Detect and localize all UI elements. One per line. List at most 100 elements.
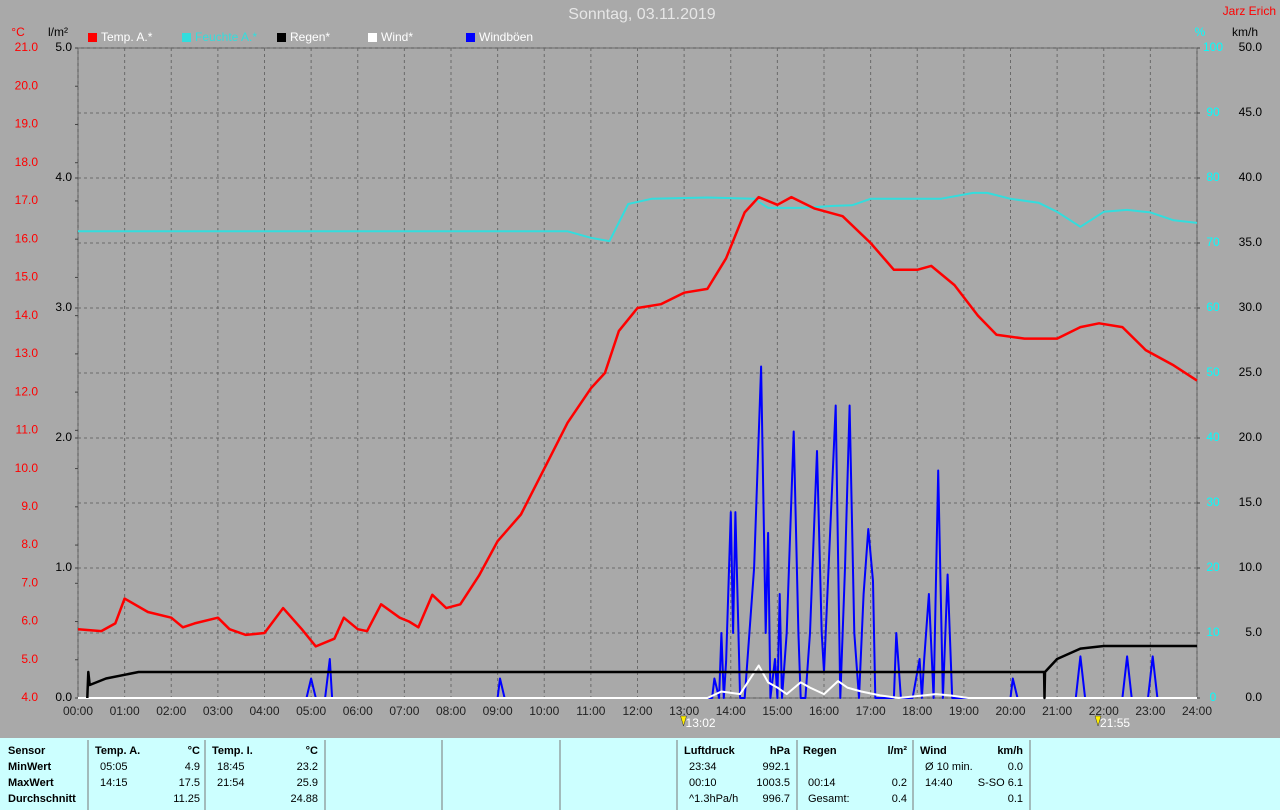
y-tick-label: 10.0 — [1239, 560, 1263, 574]
x-tick-label: 06:00 — [343, 704, 373, 718]
table-cell: 14:15 — [100, 777, 128, 789]
y-tick-label: 4.0 — [55, 170, 72, 184]
annotation: 21:55 — [1100, 716, 1130, 730]
x-tick-label: 01:00 — [110, 704, 140, 718]
row-label: MaxWert — [8, 777, 54, 789]
column-unit: l/m² — [887, 745, 907, 757]
x-tick-label: 09:00 — [483, 704, 513, 718]
y-tick-label: 50 — [1206, 365, 1220, 379]
y-tick-label: 20 — [1206, 560, 1220, 574]
y-tick-label: 18.0 — [15, 155, 39, 169]
y-tick-label: 9.0 — [21, 499, 38, 513]
x-tick-label: 15:00 — [762, 704, 792, 718]
x-tick-label: 21:00 — [1042, 704, 1072, 718]
y-tick-label: 11.0 — [16, 423, 39, 437]
row-label: Durchschnitt — [8, 793, 76, 805]
y-tick-label: 13.0 — [15, 346, 39, 360]
x-tick-label: 08:00 — [436, 704, 466, 718]
y-tick-label: 17.0 — [15, 193, 39, 207]
x-tick-label: 24:00 — [1182, 704, 1212, 718]
table-cell: 24.88 — [290, 793, 318, 805]
y-tick-label: 1.0 — [55, 560, 72, 574]
table-cell: 18:45 — [217, 761, 245, 773]
x-tick-label: 14:00 — [716, 704, 746, 718]
y-tick-label: 30 — [1206, 495, 1220, 509]
sun-marker — [680, 715, 687, 727]
x-tick-label: 13:00 — [669, 704, 699, 718]
table-cell: 00:10 — [689, 777, 717, 789]
y-tick-label: 100 — [1203, 40, 1223, 54]
y-tick-label: 0.0 — [1245, 690, 1262, 704]
table-cell: Gesamt: — [808, 793, 850, 805]
legend-label: Feuchte A.* — [195, 30, 257, 44]
y-tick-label: 2.0 — [55, 430, 72, 444]
y-tick-label: 8.0 — [21, 537, 38, 551]
x-tick-label: 00:00 — [63, 704, 93, 718]
series-line — [78, 191, 1198, 243]
table-cell: 25.9 — [297, 777, 318, 789]
table-cell: 05:05 — [100, 761, 128, 773]
table-cell: 1003.5 — [756, 777, 790, 789]
table-cell: ^1.3hPa/h — [689, 793, 738, 805]
x-tick-label: 11:00 — [576, 704, 605, 718]
legend-label: Wind* — [381, 30, 413, 44]
table-cell: 21:54 — [217, 777, 245, 789]
legend-swatch — [88, 33, 97, 42]
y-tick-label: 25.0 — [1239, 365, 1263, 379]
x-tick-label: 12:00 — [622, 704, 652, 718]
table-cell: Ø 10 min. — [925, 761, 973, 773]
legend-label: Regen* — [290, 30, 330, 44]
table-cell: S-SO 6.1 — [978, 777, 1023, 789]
y-tick-label: 12.0 — [15, 384, 39, 398]
y-tick-label: 35.0 — [1239, 235, 1263, 249]
axis-unit: km/h — [1232, 25, 1258, 39]
x-tick-label: 04:00 — [249, 704, 279, 718]
y-tick-label: 40.0 — [1239, 170, 1263, 184]
x-tick-label: 16:00 — [809, 704, 839, 718]
y-tick-label: 70 — [1206, 235, 1220, 249]
y-tick-label: 60 — [1206, 300, 1220, 314]
legend-swatch — [182, 33, 191, 42]
y-tick-label: 15.0 — [15, 270, 39, 284]
legend-label: Windböen — [479, 30, 533, 44]
legend-swatch — [368, 33, 377, 42]
y-tick-label: 30.0 — [1239, 300, 1263, 314]
x-tick-label: 17:00 — [856, 704, 886, 718]
column-header: Regen — [803, 745, 837, 757]
column-header: Luftdruck — [684, 745, 736, 757]
column-unit: °C — [188, 745, 200, 757]
table-cell: 23:34 — [689, 761, 717, 773]
column-header: Wind — [920, 745, 947, 757]
y-tick-label: 14.0 — [15, 308, 39, 322]
column-unit: km/h — [997, 745, 1023, 757]
row-label: Sensor — [8, 745, 46, 757]
x-tick-label: 20:00 — [995, 704, 1025, 718]
y-tick-label: 0 — [1210, 690, 1217, 704]
y-tick-label: 20.0 — [1239, 430, 1263, 444]
annotation: 13:02 — [686, 716, 716, 730]
x-tick-label: 10:00 — [529, 704, 559, 718]
series-line — [86, 644, 1197, 700]
y-tick-label: 50.0 — [1239, 40, 1263, 54]
legend-swatch — [277, 33, 286, 42]
axis-unit: % — [1195, 25, 1206, 39]
column-header: Temp. I. — [212, 745, 253, 757]
table-cell: 0.0 — [1008, 761, 1023, 773]
y-tick-label: 40 — [1206, 430, 1220, 444]
y-tick-label: 3.0 — [55, 300, 72, 314]
y-tick-label: 7.0 — [21, 575, 38, 589]
table-cell: 14:40 — [925, 777, 953, 789]
table-cell: 0.2 — [892, 777, 907, 789]
y-tick-label: 19.0 — [15, 117, 39, 131]
y-tick-label: 6.0 — [21, 614, 38, 628]
series-line — [77, 195, 1198, 648]
x-tick-label: 23:00 — [1135, 704, 1165, 718]
series-line — [78, 664, 1197, 699]
legend-label: Temp. A.* — [101, 30, 153, 44]
y-tick-label: 0.0 — [55, 690, 72, 704]
table-cell: 996.7 — [762, 793, 790, 805]
x-tick-label: 18:00 — [902, 704, 932, 718]
x-tick-label: 03:00 — [203, 704, 233, 718]
x-tick-label: 19:00 — [949, 704, 979, 718]
axis-unit: °C — [11, 25, 25, 39]
